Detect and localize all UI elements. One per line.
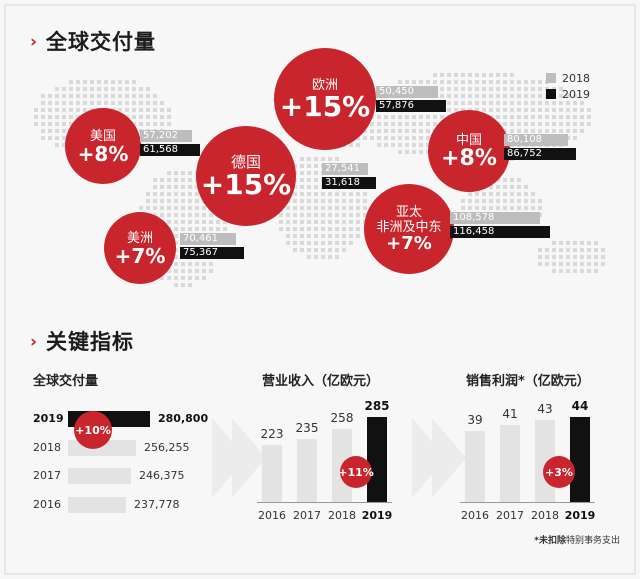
bar [297,439,317,502]
bubble-china: 中国 +8% [428,110,510,192]
bar-2018-europe: 50,450 [376,86,438,98]
bar-2019-china: 86,752 [504,148,576,160]
bar-2018-apac: 108,578 [450,212,540,224]
category-label: 2016 [258,509,286,522]
chevron-decor-icon [432,418,466,498]
bubble-germany: 德国 +15% [196,126,296,226]
footnote: *未扣除特别事务支出 [534,533,620,546]
section-title-deliveries: › 全球交付量 [30,26,156,56]
region-name: 欧洲 [311,77,338,93]
category-label: 2019 [361,509,393,522]
growth-badge: +10% [74,411,112,449]
growth-badge: +11% [338,456,374,488]
region-name: 亚太 非洲及中东 [376,205,442,235]
bar-2019-americas: 75,367 [180,247,244,259]
chevron-decor-icon [232,418,266,498]
bar-2019-usa: 61,568 [140,144,200,156]
section-title-text: 全球交付量 [46,30,157,54]
category-label: 2018 [328,509,356,522]
bubble-americas: 美洲 +7% [104,212,176,284]
data-label: 223 [260,427,284,441]
region-name: 德国 [230,153,261,171]
bar-2018-china: 80,108 [504,134,568,146]
chevron-icon: › [30,332,39,352]
category-label: 2017 [496,509,524,522]
data-label: 41 [502,407,518,421]
section-title-key-indicators: › 关键指标 [30,326,134,356]
bar [570,417,590,502]
bar [367,417,387,502]
growth-badge: +3% [543,456,575,488]
section-title-text: 关键指标 [46,330,135,354]
data-label: 285 [364,399,390,413]
bar-2018-usa: 57,202 [140,130,192,142]
bar [68,497,126,513]
bar [500,425,520,502]
data-label: 246,375 [139,469,185,482]
bubble-usa: 美国 +8% [65,108,141,184]
category-label: 2018 [33,441,61,454]
category-label: 2017 [33,469,61,482]
region-growth: +8% [441,145,497,171]
data-label: 280,800 [158,412,209,425]
category-label: 2018 [531,509,559,522]
bubble-apac-africa-me: 亚太 非洲及中东 +7% [364,184,454,274]
legend-swatch [546,73,556,83]
data-label: 44 [571,399,589,413]
data-label: 43 [537,402,553,416]
data-label: 258 [330,411,354,425]
region-name: 美洲 [126,230,153,246]
category-label: 2017 [293,509,321,522]
x-axis [460,502,595,503]
x-axis [257,502,392,503]
category-label: 2019 [564,509,596,522]
legend-item-2018: 2018 [546,70,590,86]
chevron-icon: › [30,32,39,52]
bar-2019-apac: 116,458 [450,226,550,238]
footnote-bold: *未扣除 [534,536,566,546]
legend-item-2019: 2019 [546,86,590,102]
bar-2019-europe: 57,876 [376,100,446,112]
chart-title-deliveries: 全球交付量 [33,374,99,389]
chart-title-profit: 销售利润*（亿欧元） [466,374,590,389]
region-growth: +7% [114,243,166,268]
bubble-europe: 欧洲 +15% [274,48,376,150]
bar [68,468,131,484]
data-label: 237,778 [134,498,180,511]
region-growth: +7% [386,233,432,254]
legend-swatch [546,89,556,99]
bar [465,431,485,502]
data-label: 39 [467,413,483,427]
category-label: 2016 [33,498,61,511]
region-growth: +15% [279,89,371,123]
region-growth: +15% [200,168,292,201]
region-name: 中国 [455,132,482,148]
region-name: 美国 [89,128,116,144]
bar-2018-germany: 27,541 [322,163,368,175]
category-label: 2019 [33,412,64,425]
bar-2019-germany: 31,618 [322,177,376,189]
data-label: 256,255 [144,441,190,454]
legend: 2018 2019 [546,70,590,102]
legend-label: 2018 [562,71,590,85]
region-growth: +8% [77,141,129,166]
data-label: 235 [295,421,319,435]
bar [262,445,282,502]
category-label: 2016 [461,509,489,522]
chart-title-revenue: 营业收入（亿欧元） [262,374,380,389]
bar-2018-americas: 70,461 [180,233,236,245]
footnote-text: 特别事务支出 [565,536,620,546]
legend-label: 2019 [562,87,590,101]
